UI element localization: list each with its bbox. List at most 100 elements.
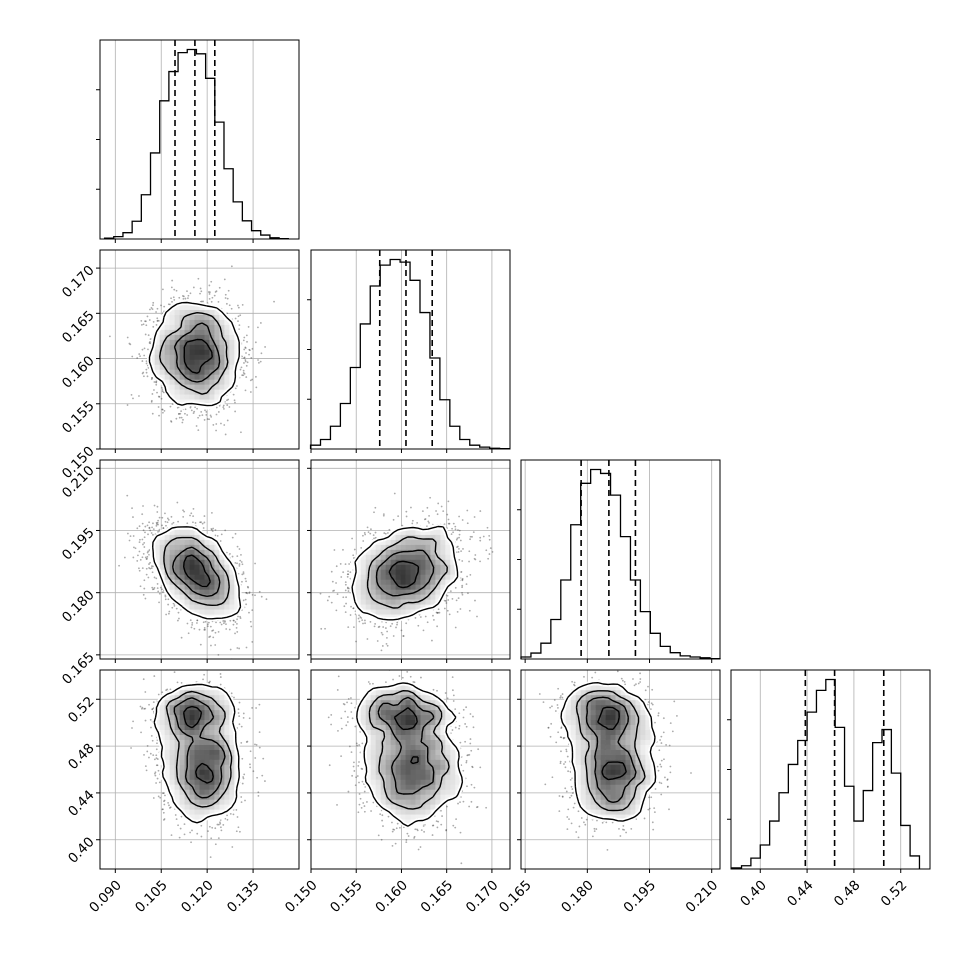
density-cell [179, 324, 185, 330]
density-cell [214, 339, 220, 345]
sample-point [126, 404, 129, 406]
density-cell [169, 349, 175, 355]
sample-point [214, 631, 217, 634]
sample-point [239, 615, 241, 618]
sample-point [156, 391, 158, 394]
density-cell [219, 324, 225, 330]
density-cell [199, 374, 205, 380]
sample-point [182, 509, 184, 512]
sample-point [143, 347, 146, 350]
sample-point [142, 543, 144, 546]
sample-point [151, 571, 154, 574]
density-cell [189, 374, 195, 380]
hist-bar [854, 821, 863, 869]
sample-point [155, 381, 158, 384]
y-tick-label: 0.165 [59, 308, 98, 347]
sample-point [258, 361, 260, 364]
hist-bar [370, 286, 380, 449]
hist-bar [835, 727, 844, 869]
density-cell [219, 354, 225, 360]
sample-point [171, 279, 174, 282]
sample-point [237, 320, 239, 323]
sample-point [246, 340, 248, 343]
sample-point [195, 425, 198, 427]
sample-point [204, 620, 207, 623]
sample-point [247, 326, 250, 328]
sample-point [165, 613, 168, 616]
sample-point [173, 299, 176, 301]
sample-point [138, 567, 140, 570]
sample-point [230, 307, 233, 310]
hist-bar [541, 643, 551, 659]
density-cell [179, 394, 185, 400]
density-cell [199, 389, 205, 395]
density-cell [194, 349, 200, 355]
contour-line [173, 322, 221, 383]
hist-bar [591, 469, 601, 659]
sample-point [196, 407, 198, 410]
density-cell [219, 384, 225, 390]
hist-bar [151, 153, 160, 239]
sample-point [130, 393, 133, 396]
sample-point [222, 406, 225, 409]
density-cell [174, 394, 180, 400]
density-cell [169, 329, 175, 335]
sample-point [234, 561, 237, 564]
sample-point [222, 407, 225, 410]
sample-point [171, 300, 173, 303]
density-cell [219, 349, 225, 355]
sample-point [167, 598, 170, 601]
density-cell [204, 314, 210, 320]
density-cell [204, 344, 210, 350]
sample-point [151, 412, 154, 415]
sample-point [163, 305, 166, 308]
sample-point [141, 372, 144, 375]
sample-point [210, 644, 212, 647]
density-cell [214, 334, 220, 340]
density-cell [164, 339, 170, 345]
sample-point [210, 528, 213, 531]
sample-point [249, 391, 252, 393]
sample-point [215, 290, 218, 293]
density-cell [169, 319, 175, 325]
density-cell [189, 354, 195, 360]
hist-bar [650, 633, 660, 659]
sample-point [241, 374, 244, 377]
density-cell [179, 359, 185, 365]
sample-point [254, 341, 257, 344]
density-cell [219, 379, 225, 385]
sample-point [224, 433, 227, 436]
hist-outline [309, 258, 511, 450]
sample-point [223, 424, 226, 426]
sample-point [251, 593, 254, 596]
sample-point [152, 522, 154, 525]
density-cell [204, 399, 210, 405]
hist-bar [123, 233, 132, 239]
density-cell [159, 334, 165, 340]
sample-point [236, 385, 238, 387]
sample-point [146, 555, 149, 558]
sample-point [173, 288, 176, 291]
sample-point [145, 558, 148, 560]
contour-line [183, 338, 213, 374]
density-cell [214, 359, 220, 365]
density-cell [219, 364, 225, 370]
density-cell [159, 364, 165, 370]
sample-point [228, 304, 231, 307]
hist-bar [640, 612, 650, 659]
density-cell [219, 374, 225, 380]
density-cell [214, 394, 220, 400]
density-cell [174, 369, 180, 375]
sample-point [175, 417, 178, 420]
density-cell [189, 379, 195, 385]
density-cell [169, 334, 175, 340]
sample-point [204, 628, 206, 631]
sample-point [144, 597, 147, 600]
sample-point [139, 558, 142, 561]
hist-bar [581, 483, 591, 659]
sample-point [217, 653, 220, 656]
grid [759, 670, 902, 869]
sample-point [170, 420, 172, 422]
density-cell [179, 309, 185, 315]
sample-point [144, 333, 147, 336]
